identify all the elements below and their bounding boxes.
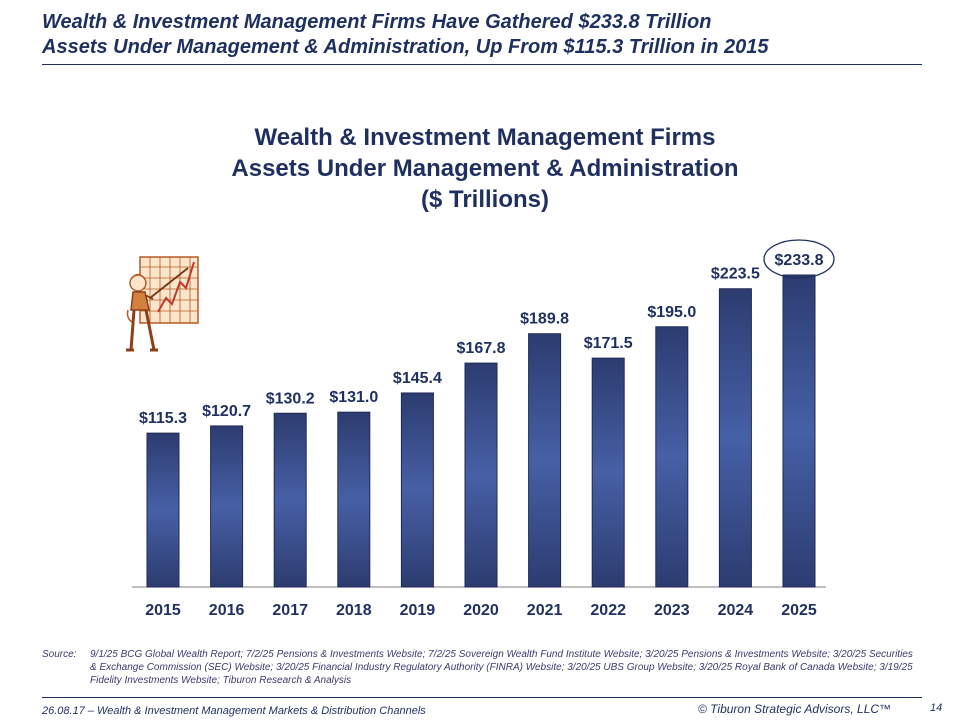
tick-label-2022: 2022 <box>590 602 626 619</box>
data-label-2025: $233.8 <box>775 252 824 269</box>
source-label: Source: <box>42 649 77 660</box>
tick-label-2020: 2020 <box>463 602 499 619</box>
tick-label-2018: 2018 <box>336 602 372 619</box>
data-label-2019: $145.4 <box>393 370 442 387</box>
source-note: Source: 9/1/25 BCG Global Wealth Report;… <box>42 648 922 687</box>
bar-2019 <box>400 392 434 588</box>
bar-chart: $115.3 $120.7 $130.2 $131.0 $145.4 $167.8 $189… <box>126 239 835 619</box>
tick-label-2023: 2023 <box>654 602 690 619</box>
bar-2023 <box>655 326 689 588</box>
headline-line-2: Assets Under Management & Administration… <box>42 36 769 58</box>
bar-2022 <box>591 357 625 588</box>
bar-2018 <box>337 411 371 588</box>
data-label-2018: $131.0 <box>329 389 378 406</box>
tick-label-2017: 2017 <box>272 602 308 619</box>
data-label-2024: $223.5 <box>711 266 760 283</box>
footer-presentation-title: 26.08.17 – Wealth & Investment Managemen… <box>42 705 426 717</box>
bar-2015 <box>146 432 180 588</box>
data-label-2023: $195.0 <box>647 304 696 321</box>
headline-line-1: Wealth & Investment Management Firms Hav… <box>42 11 712 33</box>
bar-2020 <box>464 362 498 588</box>
source-text: 9/1/25 BCG Global Wealth Report; 7/2/25 … <box>90 649 913 686</box>
tick-label-2015: 2015 <box>145 602 181 619</box>
chart-title-line-1: Wealth & Investment Management Firms <box>254 124 716 151</box>
data-label-2020: $167.8 <box>457 340 506 357</box>
presenter-chart-icon <box>126 256 199 352</box>
data-label-2015: $115.3 <box>139 410 187 427</box>
chart-title: Wealth & Investment Management Firms Ass… <box>150 122 820 215</box>
chart-title-line-3: ($ Trillions) <box>420 186 549 213</box>
tick-label-2021: 2021 <box>527 602 563 619</box>
data-label-2016: $120.7 <box>202 403 251 420</box>
data-label-2017: $130.2 <box>266 390 315 407</box>
bar-2016 <box>210 425 244 588</box>
highlight-circle <box>763 239 835 279</box>
data-label-2021: $189.8 <box>520 311 569 328</box>
footer-divider <box>42 697 922 698</box>
bar-2024 <box>718 288 752 588</box>
tick-label-2016: 2016 <box>209 602 245 619</box>
footer-copyright: © Tiburon Strategic Advisors, LLC™ <box>698 702 892 716</box>
data-label-2022: $171.5 <box>584 335 633 352</box>
chart-title-line-2: Assets Under Management & Administration <box>231 155 739 182</box>
tick-label-2024: 2024 <box>718 602 754 619</box>
slide-headline: Wealth & Investment Management Firms Hav… <box>42 10 922 60</box>
bar-2017 <box>273 412 307 588</box>
page-number: 14 <box>930 702 943 714</box>
tick-label-2025: 2025 <box>781 602 817 619</box>
tick-label-2019: 2019 <box>400 602 436 619</box>
bar-2025 <box>782 274 816 588</box>
bar-2021 <box>528 333 562 588</box>
headline-divider <box>42 64 922 65</box>
